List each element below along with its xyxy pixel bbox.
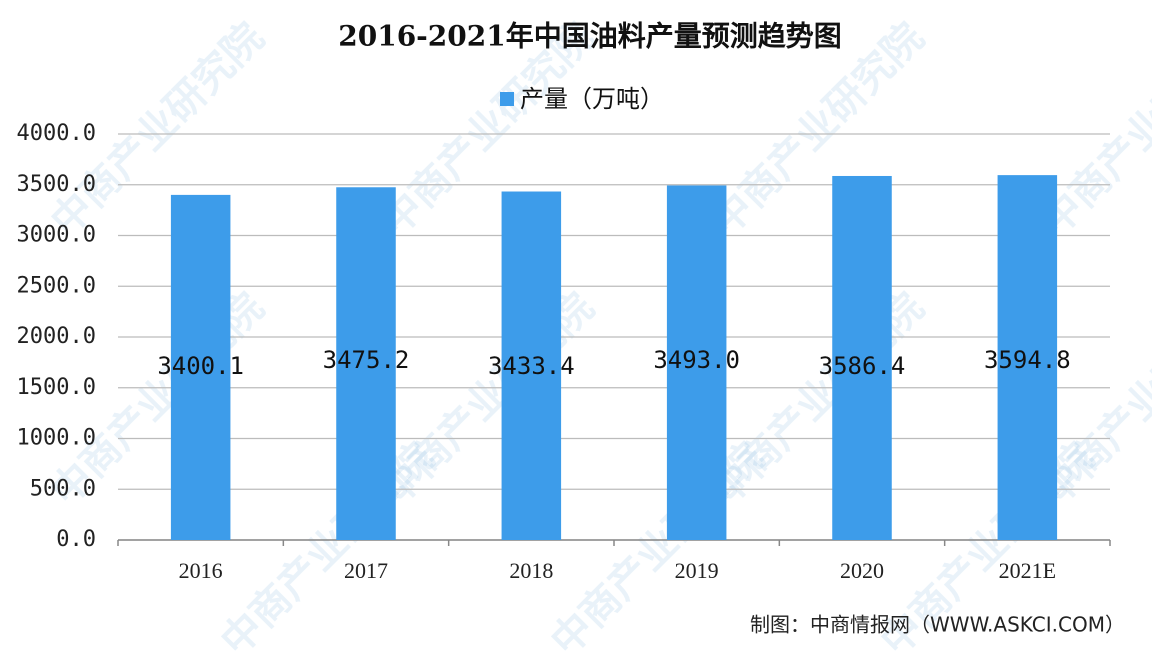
y-tick-label: 500.0 bbox=[30, 476, 96, 501]
chart-title: 2016-2021年中国油料产量预测趋势图 bbox=[338, 20, 841, 53]
bar bbox=[336, 187, 396, 540]
source-note: 制图：中商情报网（WWW.ASKCI.COM） bbox=[750, 613, 1125, 637]
data-label: 3493.0 bbox=[653, 346, 740, 374]
bar bbox=[832, 175, 892, 540]
data-label: 3433.4 bbox=[488, 352, 575, 380]
y-tick-label: 3000.0 bbox=[17, 223, 96, 248]
y-tick-label: 1000.0 bbox=[17, 426, 96, 451]
data-label: 3475.2 bbox=[323, 346, 410, 374]
data-label: 3400.1 bbox=[157, 352, 244, 380]
x-tick-label: 2017 bbox=[344, 558, 388, 583]
bar bbox=[666, 185, 727, 540]
legend-swatch bbox=[500, 92, 514, 106]
bar bbox=[170, 194, 231, 541]
legend-label: 产量（万吨） bbox=[520, 85, 664, 113]
x-tick-label: 2016 bbox=[179, 558, 223, 583]
x-tick-label: 2021E bbox=[999, 558, 1056, 583]
bar bbox=[997, 175, 1058, 540]
y-tick-label: 3500.0 bbox=[17, 172, 96, 197]
y-tick-label: 0.0 bbox=[56, 527, 96, 552]
x-tick-label: 2020 bbox=[840, 558, 884, 583]
bar bbox=[501, 191, 562, 541]
data-label: 3586.4 bbox=[819, 352, 906, 380]
y-tick-label: 4000.0 bbox=[17, 121, 96, 146]
data-label: 3594.8 bbox=[984, 346, 1071, 374]
plot-area: 0.0 500.0 1000.0 1500.0 2000.0 2500.0 3000.0 35… bbox=[17, 121, 1111, 583]
y-tick-label: 1500.0 bbox=[17, 375, 96, 400]
y-tick-label: 2000.0 bbox=[17, 324, 96, 349]
x-tick-label: 2019 bbox=[675, 558, 719, 583]
y-tick-label: 2500.0 bbox=[17, 273, 96, 298]
x-tick-label: 2018 bbox=[509, 558, 553, 583]
